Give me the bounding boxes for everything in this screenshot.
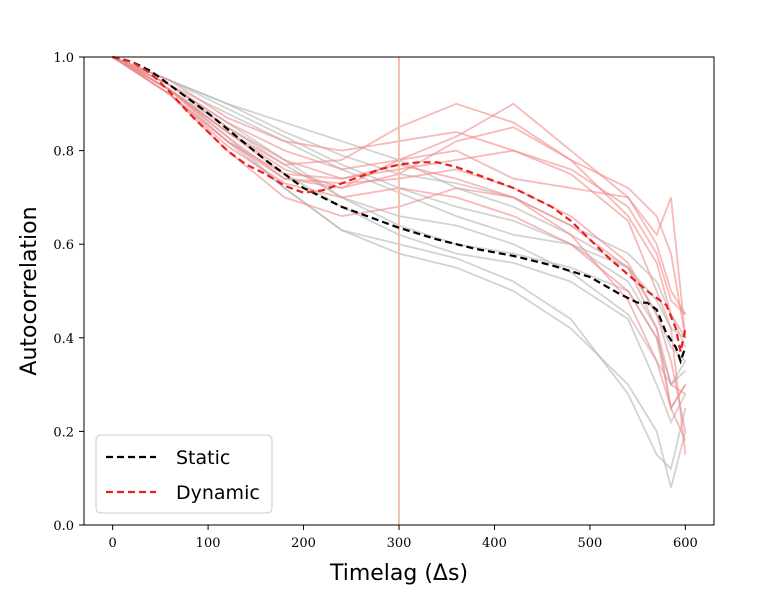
- main-series: [112, 55, 687, 365]
- background-trace-13: [112, 56, 687, 338]
- x-tick-label: 600: [673, 536, 698, 551]
- background-trace-15: [112, 56, 687, 316]
- y-tick-label: 0.6: [53, 238, 74, 253]
- legend-label-static: Static: [176, 447, 230, 469]
- background-trace-14: [112, 56, 687, 411]
- series-line-static: [112, 55, 687, 365]
- x-axis-ticks: 0 100 200 300 400 500 600: [108, 525, 698, 551]
- x-tick-label: 100: [196, 536, 221, 551]
- legend-label-dynamic: Dynamic: [176, 482, 260, 504]
- x-tick-label: 500: [577, 536, 602, 551]
- legend: Static Dynamic: [95, 434, 273, 514]
- background-trace-2: [112, 56, 686, 339]
- x-tick-label: 200: [291, 536, 316, 551]
- y-axis-ticks: 0.0 0.2 0.4 0.6 0.8 1.0: [53, 51, 84, 534]
- y-tick-label: 1.0: [53, 51, 74, 66]
- background-trace-18: [112, 56, 687, 338]
- y-tick-label: 0.8: [53, 145, 74, 160]
- y-tick-label: 0.0: [53, 519, 74, 534]
- y-tick-label: 0.2: [53, 425, 74, 440]
- background-traces: [112, 56, 687, 488]
- x-axis-label: Timelag (Δs): [329, 561, 468, 586]
- legend-box: [95, 434, 273, 514]
- background-trace-19: [112, 56, 687, 442]
- x-tick-label: 300: [387, 536, 412, 551]
- y-axis-label: Autocorrelation: [17, 206, 42, 375]
- x-tick-label: 0: [108, 536, 116, 551]
- x-tick-label: 400: [482, 536, 507, 551]
- background-trace-7: [112, 56, 687, 348]
- background-trace-12: [112, 56, 686, 395]
- series-line-dynamic: [112, 55, 687, 353]
- background-trace-17: [112, 56, 687, 455]
- background-trace-11: [112, 56, 687, 315]
- y-tick-label: 0.4: [53, 332, 74, 347]
